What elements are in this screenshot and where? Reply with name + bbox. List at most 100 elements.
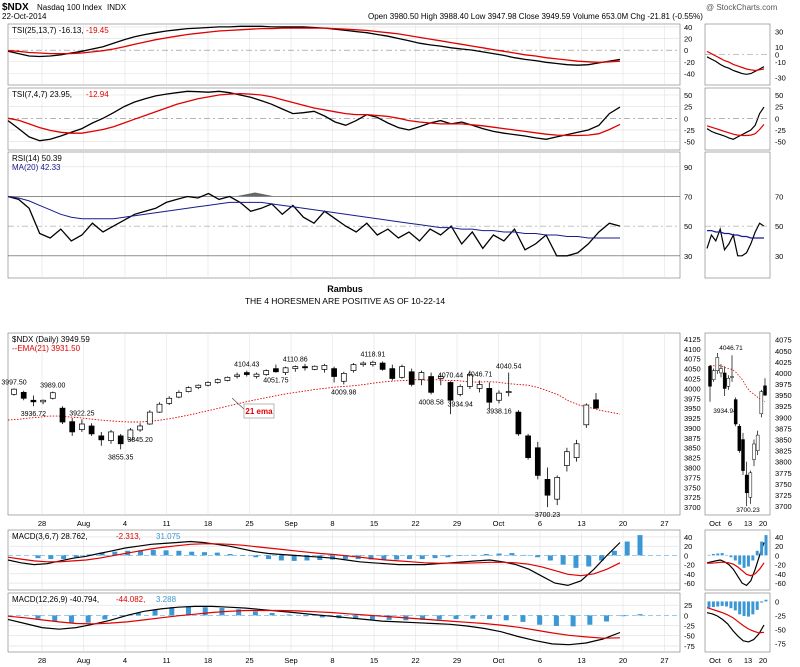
macd_short-histogram-bar — [599, 555, 605, 561]
inset-price-tick: 3725 — [775, 491, 792, 500]
x-axis-label-bottom: 4 — [123, 656, 127, 665]
candle-body — [176, 391, 182, 398]
macd_short-histogram-bar — [624, 541, 630, 556]
tsi_short-series-0 — [7, 90, 621, 142]
macd_long-line-0 — [7, 605, 621, 646]
macd_short-histogram-bar — [73, 555, 79, 558]
macd_short-histogram-bar — [535, 555, 541, 558]
x-axis-label-bottom: 27 — [660, 656, 668, 665]
candle-body — [20, 391, 27, 399]
macd_short-histogram-bar — [48, 555, 54, 560]
candle-body — [88, 425, 95, 435]
inset-price-tick: 3925 — [775, 402, 792, 411]
candle-body — [117, 435, 124, 445]
price-label: 4008.58 — [418, 399, 443, 406]
inset-macd_long-bar — [764, 599, 768, 602]
candle-body — [214, 379, 221, 383]
inset-frame-tsi_short — [704, 87, 771, 151]
x-axis-label: Oct — [493, 519, 506, 528]
candle-body — [146, 411, 153, 425]
price-tick-label: 4025 — [684, 375, 701, 384]
macd_short-histogram-bar — [112, 551, 118, 556]
inset-candle-body — [733, 399, 738, 425]
macd_short-histogram-bar — [445, 555, 451, 558]
macd_short-title: MACD(3,6,7) 28.762, — [12, 532, 88, 541]
rsi-series-1 — [7, 196, 620, 239]
rsi-tick-label: 50 — [684, 222, 692, 231]
macd_long-histogram-bar — [420, 615, 426, 620]
tsi_short-tick-label: 50 — [684, 91, 692, 100]
inset-price-label: 3934.94 — [713, 408, 737, 415]
ohlc-summary: Open 3980.50 High 3988.40 Low 3947.98 Cl… — [368, 12, 703, 21]
macd_short-histogram-bar — [137, 550, 143, 556]
candle-body — [108, 431, 114, 441]
price-tick-label: 4125 — [684, 335, 701, 344]
exchange-label: INDX — [107, 3, 127, 12]
candle-body — [476, 384, 483, 389]
inset-macd_long-line-0 — [706, 612, 765, 643]
inset-x-label-bottom: Oct — [709, 656, 722, 665]
inset-x-label: 20 — [759, 519, 767, 528]
inset-tsi_long-line-0 — [706, 56, 765, 75]
candle-body — [156, 403, 163, 413]
macd_long-histogram-bar — [537, 615, 543, 625]
inset-x-label-bottom: 6 — [728, 656, 732, 665]
macd_short-histogram-bar — [458, 555, 464, 556]
macd_short-histogram-bar — [509, 553, 515, 556]
x-axis-label-bottom: Sep — [284, 656, 297, 665]
symbol-label: $NDX — [2, 2, 29, 13]
macd_short-tick-label: 40 — [684, 533, 692, 542]
candle-body — [389, 368, 396, 379]
price-label: 3845.20 — [127, 437, 152, 444]
macd_long-line-1 — [7, 609, 621, 639]
candle-body — [185, 387, 192, 392]
candle-body — [98, 435, 105, 441]
candle-body — [544, 479, 551, 496]
macd_short-histogram-bar — [470, 554, 476, 556]
macd_short-histogram-bar — [406, 555, 412, 560]
inset-tsi_long-tick: 0 — [775, 51, 779, 60]
inset-x-label: Oct — [709, 519, 722, 528]
x-axis-label-bottom: 29 — [453, 656, 461, 665]
candle-body — [205, 382, 211, 386]
macd_short-histogram-bar — [304, 555, 310, 561]
price-tick-label: 3875 — [684, 434, 701, 443]
x-axis-label-bottom: 25 — [245, 656, 253, 665]
price-tick-label: 3800 — [684, 464, 701, 473]
tsi_short-title-value2: -12.94 — [86, 90, 109, 99]
macd_long-histogram-bar — [119, 615, 125, 617]
inset-macd_short-tick: 40 — [775, 533, 783, 542]
macd_short-tick-label: -20 — [684, 561, 695, 570]
macd_long-tick-label: 25 — [684, 601, 692, 610]
rsi-tick-label: 90 — [684, 163, 692, 172]
candle-body — [418, 372, 425, 381]
x-axis-label: Aug — [77, 519, 90, 528]
inset-price-label: 4046.71 — [719, 345, 743, 352]
x-axis-label: 18 — [204, 519, 212, 528]
macd_long-value2: -44.082, — [116, 595, 145, 604]
inset-price-tick: 3975 — [775, 380, 792, 389]
candle-body — [467, 374, 473, 387]
inset-macd_short-tick: -20 — [775, 561, 786, 570]
x-axis-label-bottom: 11 — [163, 656, 171, 665]
candle-body — [195, 384, 202, 388]
macd_short-tick-label: -60 — [684, 579, 695, 588]
price-tick-label: 3825 — [684, 454, 701, 463]
inset-macd_short-bar — [725, 554, 729, 556]
macd_long-histogram-bar — [553, 615, 559, 626]
tsi_short-tick-label: -25 — [684, 126, 695, 135]
inset-macd_short-bar — [751, 555, 755, 561]
candle-body — [253, 373, 260, 377]
inset-candle-body — [755, 434, 760, 451]
inset-frame-macd_long — [704, 592, 771, 653]
candle-body — [59, 407, 66, 423]
inset-macd_short-bar — [716, 553, 720, 556]
price-tick-label: 4075 — [684, 355, 701, 364]
rsi-title: RSI(14) 50.39 — [12, 154, 62, 163]
price-title: $NDX (Daily) 3949.59 — [12, 335, 90, 344]
candle-body — [554, 477, 561, 500]
macd_long-histogram-bar — [587, 615, 593, 625]
inset-rsi-tick: 30 — [775, 252, 783, 261]
inset-macd_short-bar — [755, 550, 759, 556]
tsi_long-title: TSI(25,13,7) -16.13, — [12, 26, 84, 35]
